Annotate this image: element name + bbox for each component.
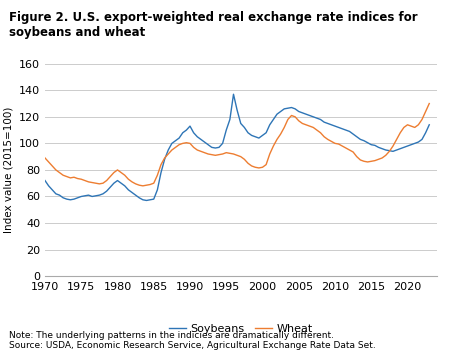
Soybeans [340,127,345,131]
Soybeans [427,123,432,127]
Y-axis label: Index value (2015=100): Index value (2015=100) [4,107,13,233]
Legend: Soybeans, Wheat: Soybeans, Wheat [164,320,317,339]
Line: Wheat: Wheat [45,104,429,186]
Wheat [318,131,323,135]
Wheat [140,184,146,188]
Soybeans [358,137,363,142]
Soybeans [42,178,48,183]
Wheat [427,102,432,106]
Soybeans [321,120,327,124]
Text: Note: The underlying patterns in the indicies are dramatically different.: Note: The underlying patterns in the ind… [9,331,334,340]
Wheat [405,123,410,127]
Soybeans [409,143,414,147]
Soybeans [144,198,149,202]
Soybeans [162,157,167,161]
Text: Figure 2. U.S. export-weighted real exchange rate indices for soybeans and wheat: Figure 2. U.S. export-weighted real exch… [9,11,418,39]
Text: Source: USDA, Economic Research Service, Agricultural Exchange Rate Data Set.: Source: USDA, Economic Research Service,… [9,342,376,350]
Wheat [354,154,360,159]
Wheat [387,149,392,154]
Wheat [336,142,341,146]
Soybeans [390,149,396,154]
Line: Soybeans: Soybeans [45,94,429,200]
Wheat [42,156,48,160]
Soybeans [231,92,236,96]
Wheat [162,156,167,160]
